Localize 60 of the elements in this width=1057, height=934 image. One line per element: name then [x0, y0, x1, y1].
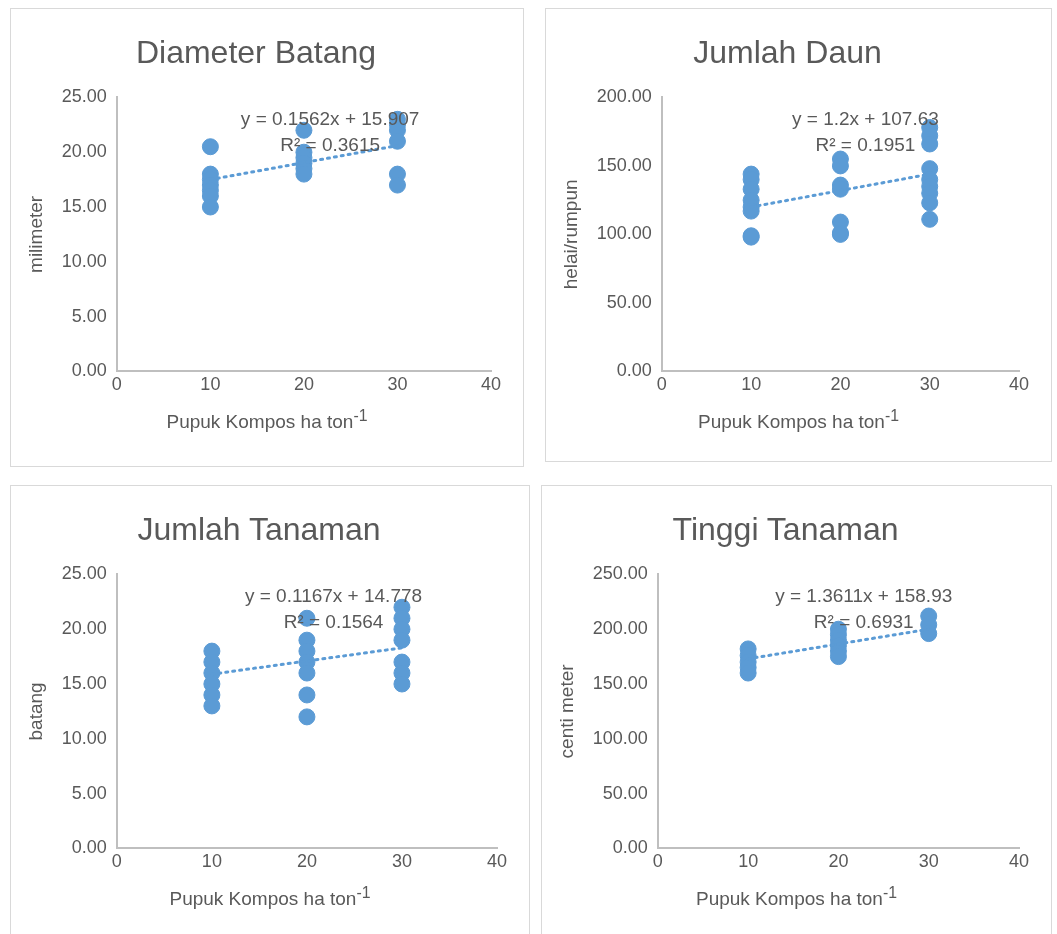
chart-title: Tinggi Tanaman — [672, 511, 899, 548]
x-axis-title: Pupuk Kompos ha ton$^{-1}$ — [696, 407, 900, 434]
y-tick-label: 10.00 — [61, 727, 107, 748]
y-tick-label: 15.00 — [61, 672, 107, 693]
x-axis-title: Pupuk Kompos ha ton$^{-1}$ — [694, 884, 898, 911]
y-tick-label: 100.00 — [592, 727, 648, 748]
x-tick-label: 30 — [919, 374, 940, 395]
annotation: R² = 0.1951 — [815, 133, 916, 155]
chart-title: Diameter Batang — [135, 34, 377, 71]
x-tick-label: 20 — [830, 374, 851, 395]
y-tick-label: 150.00 — [596, 154, 652, 175]
y-tick-label: 0.00 — [71, 837, 107, 858]
x-tick-label: 0 — [656, 374, 667, 395]
x-tick-label: 20 — [296, 851, 317, 872]
x-tick-label: 30 — [391, 851, 412, 872]
y-tick-label: 25.00 — [61, 86, 107, 107]
x-tick-label: 0 — [652, 851, 663, 872]
y-tick-label: 25.00 — [61, 563, 107, 584]
y-tick-label: 20.00 — [61, 141, 107, 162]
annotation: y = 1.2x + 107.63 — [792, 107, 939, 129]
x-tick-label: 10 — [738, 851, 759, 872]
y-axis-title: batang — [24, 682, 46, 741]
y-tick-label: 0.00 — [616, 360, 652, 381]
x-tick-label: 0 — [111, 851, 122, 872]
x-tick-label: 20 — [293, 374, 314, 395]
y-axis-title: centi meter — [555, 663, 577, 759]
x-axis-title: Pupuk Kompos ha ton$^{-1}$ — [165, 407, 369, 434]
x-axis-title: Pupuk Kompos ha ton$^{-1}$ — [168, 884, 372, 911]
y-tick-label: 150.00 — [592, 672, 648, 693]
y-tick-label: 200.00 — [592, 618, 648, 639]
y-tick-label: 5.00 — [71, 782, 107, 803]
y-axis-title: milimeter — [24, 195, 46, 273]
annotation: y = 0.1167x + 14.778 — [244, 584, 423, 606]
x-tick-label: 40 — [480, 374, 502, 395]
y-tick-label: 0.00 — [612, 837, 648, 858]
y-tick-label: 10.00 — [61, 250, 107, 271]
y-tick-label: 100.00 — [596, 223, 652, 244]
x-tick-label: 0 — [111, 374, 122, 395]
y-tick-label: 50.00 — [602, 782, 648, 803]
annotation: R² = 0.3615 — [280, 133, 381, 155]
chart-title: Jumlah Daun — [693, 34, 882, 71]
y-tick-label: 50.00 — [606, 291, 652, 312]
x-tick-label: 20 — [828, 851, 849, 872]
chart-title: Jumlah Tanaman — [137, 511, 381, 548]
y-tick-label: 0.00 — [71, 360, 107, 381]
y-tick-label: 20.00 — [61, 618, 107, 639]
y-tick-label: 15.00 — [61, 195, 107, 216]
x-tick-label: 10 — [201, 851, 222, 872]
x-tick-label: 10 — [741, 374, 762, 395]
y-tick-label: 200.00 — [596, 86, 652, 107]
y-axis-title: helai/rumpun — [559, 179, 581, 290]
y-tick-label: 250.00 — [592, 563, 648, 584]
x-tick-label: 40 — [1008, 851, 1030, 872]
x-tick-label: 40 — [486, 851, 508, 872]
y-tick-label: 5.00 — [71, 305, 107, 326]
x-tick-label: 30 — [918, 851, 939, 872]
x-tick-label: 40 — [1008, 374, 1030, 395]
x-tick-label: 10 — [200, 374, 221, 395]
annotation: y = 1.3611x + 158.93 — [775, 584, 953, 606]
x-tick-label: 30 — [387, 374, 408, 395]
